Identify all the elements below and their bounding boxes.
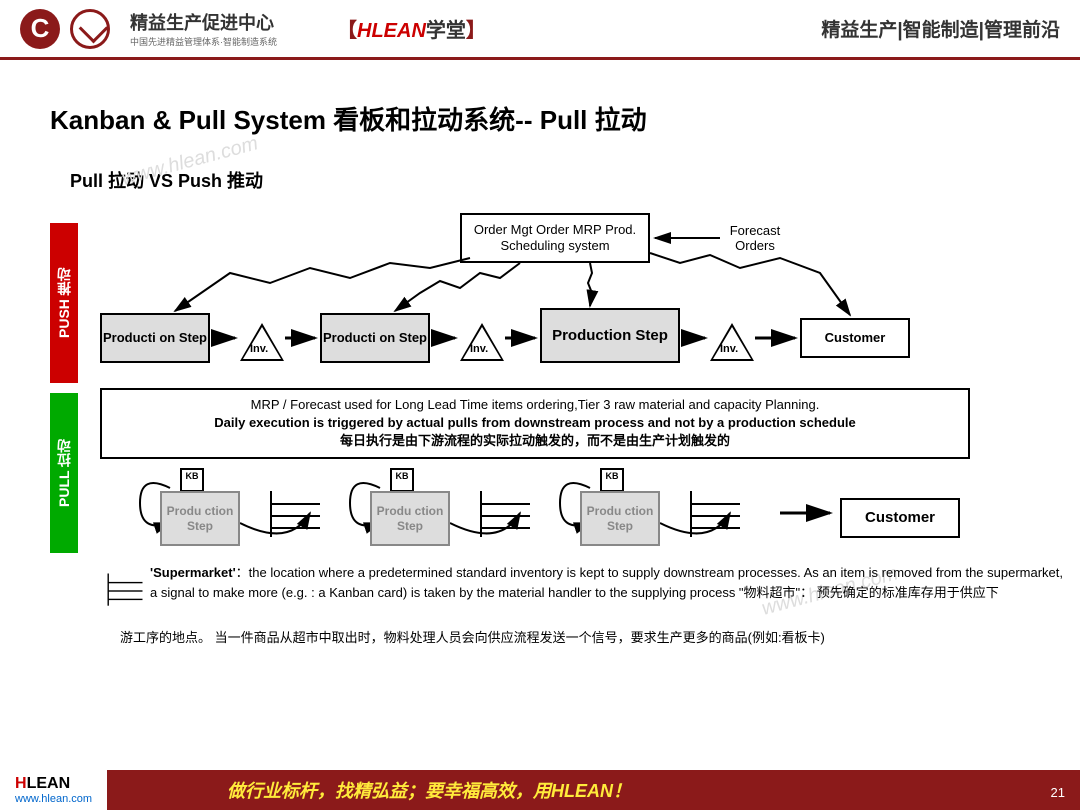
inv-triangle-1 [240,323,284,361]
logo-ring-icon [70,9,110,49]
push-label: PUSH 推动 [50,223,78,383]
inv-label-3: Inv. [720,343,738,355]
footnote-2: 游工序的地点。 当一件商品从超市中取出时，物料处理人员会向供应流程发送一个信号，… [120,628,1070,648]
pull-textblock: MRP / Forecast used for Long Lead Time i… [100,388,970,459]
header-right: 精益生产|智能制造|管理前沿 [821,15,1060,42]
pull-label: PULL 拉动 [50,393,78,553]
subtitle: Pull 拉动 VS Push 推动 [70,167,1030,193]
footnote: 'Supermarket'：the location where a prede… [150,563,1070,602]
forecast-label: Forecast Orders [720,223,790,253]
inv-triangle-2 [460,323,504,361]
diagram: PUSH 推动 PULL 拉动 Order Mgt Order MRP Prod… [80,213,1030,653]
pull-text-2: Daily execution is triggered by actual p… [112,414,958,432]
shelf-3 [690,493,740,539]
pull-step-3: Produ ction Step [580,491,660,546]
inv-label-2: Inv. [470,343,488,355]
kb-3: KB [600,468,624,492]
shelf-footnote-icon [108,575,143,607]
page-number: 21 [1051,785,1065,800]
header: C 精益生产促进中心 中国先进精益管理体系·智能制造系统 【HLEAN学堂】 精… [0,0,1080,60]
pull-step-2: Produ ction Step [370,491,450,546]
content: Kanban & Pull System 看板和拉动系统-- Pull 拉动 P… [0,60,1080,673]
prod-step-2: Producti on Step [320,313,430,363]
header-center: 【HLEAN学堂】 [337,14,486,43]
logo-area: C 精益生产促进中心 中国先进精益管理体系·智能制造系统 [20,9,277,49]
footnote-1: ：the location where a predetermined stan… [150,565,1063,600]
footer-logo-text: HLEAN [15,775,92,793]
shelf-2 [480,493,530,539]
footer-text: 做行业标杆，找精弘益；要幸福高效，用HLEAN！ [227,777,631,803]
pull-text-3: 每日执行是由下游流程的实际拉动触发的，而不是由生产计划触发的 [112,432,958,450]
prod-step-1: Producti on Step [100,313,210,363]
footer-logo: HLEAN www.hlean.com [0,770,107,810]
pull-text-1: MRP / Forecast used for Long Lead Time i… [112,396,958,414]
brand-sub: 中国先进精益管理体系·智能制造系统 [130,35,277,48]
customer-box-2: Customer [840,498,960,538]
prod-step-3: Production Step [540,308,680,363]
supermarket-label: 'Supermarket' [150,565,236,580]
customer-box-1: Customer [800,318,910,358]
shelf-1 [270,493,320,539]
footer: HLEAN www.hlean.com 做行业标杆，找精弘益；要幸福高效，用HL… [0,770,1080,810]
page-title: Kanban & Pull System 看板和拉动系统-- Pull 拉动 [50,100,1030,137]
brand-text: 精益生产促进中心 中国先进精益管理体系·智能制造系统 [130,9,277,48]
inv-triangle-3 [710,323,754,361]
kb-2: KB [390,468,414,492]
brand-main: 精益生产促进中心 [130,9,277,35]
kb-1: KB [180,468,204,492]
logo-c-icon: C [20,9,60,49]
footer-url: www.hlean.com [15,793,92,805]
pull-step-1: Produ ction Step [160,491,240,546]
inv-label-1: Inv. [250,343,268,355]
mrp-box: Order Mgt Order MRP Prod. Scheduling sys… [460,213,650,263]
